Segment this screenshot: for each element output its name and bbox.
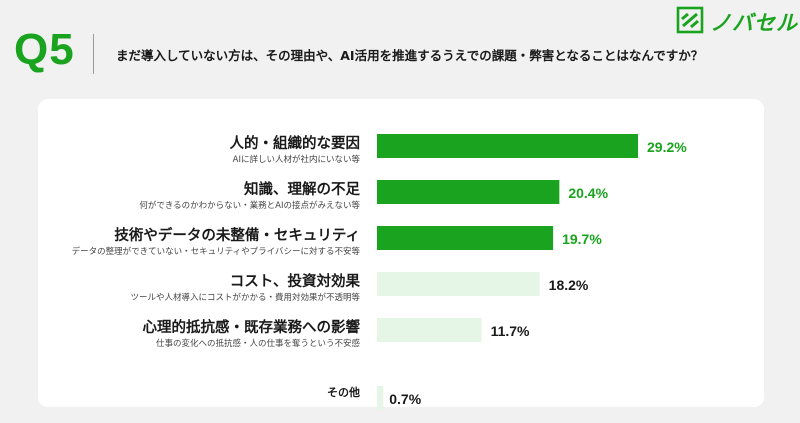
category-label: 技術やデータの未整備・セキュリティ — [114, 226, 360, 244]
novasell-logo-icon — [676, 6, 704, 34]
bar — [377, 386, 384, 410]
category-sublabel: データの整理ができていない・セキュリティやプライバシーに対する不安等 — [72, 246, 361, 257]
bar — [377, 180, 560, 204]
category-label: 人的・組織的な要因 — [230, 134, 361, 152]
brand-logo-text: ノバセル — [710, 11, 798, 35]
category-sublabel: AIに詳しい人材が社内にいない等 — [233, 154, 361, 165]
header: Q5 まだ導入していない方は、その理由や、AI活用を推進するうえでの課題・弊害と… — [0, 0, 800, 96]
brand-logo: ノバセル — [676, 6, 797, 36]
header-divider — [93, 34, 94, 74]
data-label: 20.4% — [568, 185, 608, 201]
data-label: 29.2% — [647, 139, 687, 155]
bar — [377, 226, 554, 250]
data-label: 18.2% — [549, 277, 589, 293]
data-label: 0.7% — [389, 391, 421, 407]
data-label: 11.7% — [491, 323, 530, 339]
category-sublabel: ツールや人材導入にコストがかかる・費用対効果が不透明等 — [130, 292, 360, 303]
category-label: 心理的抵抗感・既存業務への影響 — [143, 318, 361, 336]
category-label: その他 — [327, 385, 360, 399]
data-label: 19.7% — [562, 231, 602, 247]
category-label: 知識、理解の不足 — [244, 180, 360, 198]
category-sublabel: 何ができるのかわからない・業務とAIの接点がみえない等 — [139, 200, 360, 211]
bar — [377, 272, 540, 296]
bar — [377, 134, 638, 158]
question-number: Q5 — [14, 25, 75, 74]
category-sublabel: 仕事の変化への抵抗感・人の仕事を奪うという不安感 — [156, 338, 361, 349]
bar — [377, 318, 482, 342]
question-text: まだ導入していない方は、その理由や、AI活用を推進するうえでの課題・弊害となるこ… — [116, 48, 704, 63]
category-label: コスト、投資対効果 — [230, 272, 361, 290]
